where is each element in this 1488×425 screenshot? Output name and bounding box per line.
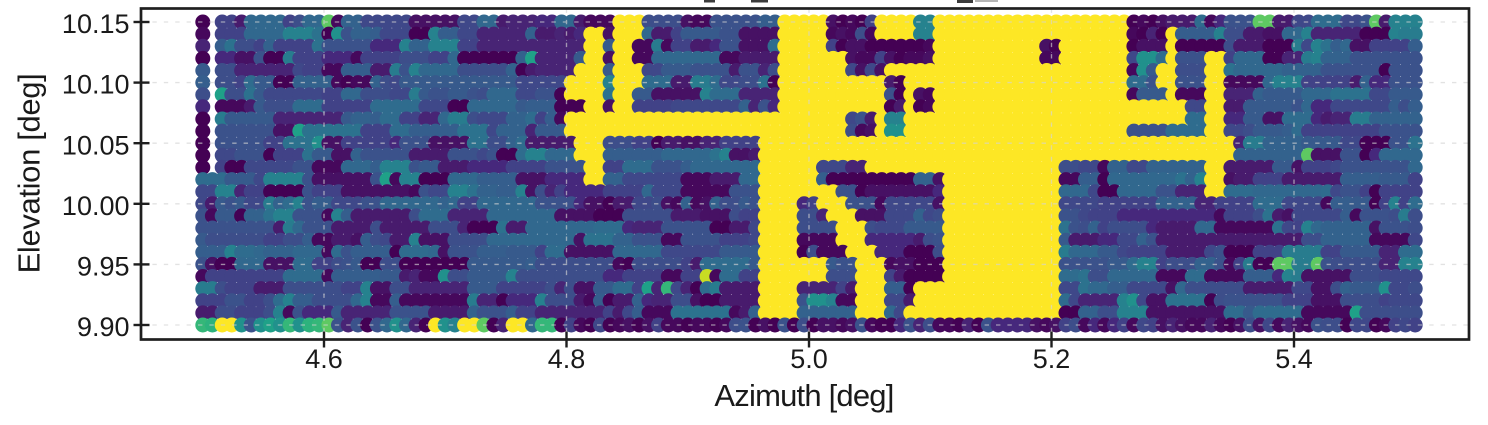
svg-text:9.95: 9.95 [77, 252, 130, 282]
svg-text:5.0: 5.0 [790, 344, 828, 374]
svg-text:10.00: 10.00 [62, 191, 130, 221]
svg-text:10.05: 10.05 [62, 130, 130, 160]
svg-text:10.15: 10.15 [62, 9, 130, 39]
svg-text:9.90: 9.90 [77, 312, 130, 342]
svg-text:5.4: 5.4 [1275, 344, 1313, 374]
svg-text:4.8: 4.8 [548, 344, 586, 374]
svg-text:5.2: 5.2 [1033, 344, 1071, 374]
svg-text:10.10: 10.10 [62, 70, 130, 100]
svg-text:Azimuth [deg]: Azimuth [deg] [714, 378, 893, 413]
svg-text:4.6: 4.6 [305, 344, 343, 374]
svg-text:Elevation [deg]: Elevation [deg] [12, 74, 47, 274]
